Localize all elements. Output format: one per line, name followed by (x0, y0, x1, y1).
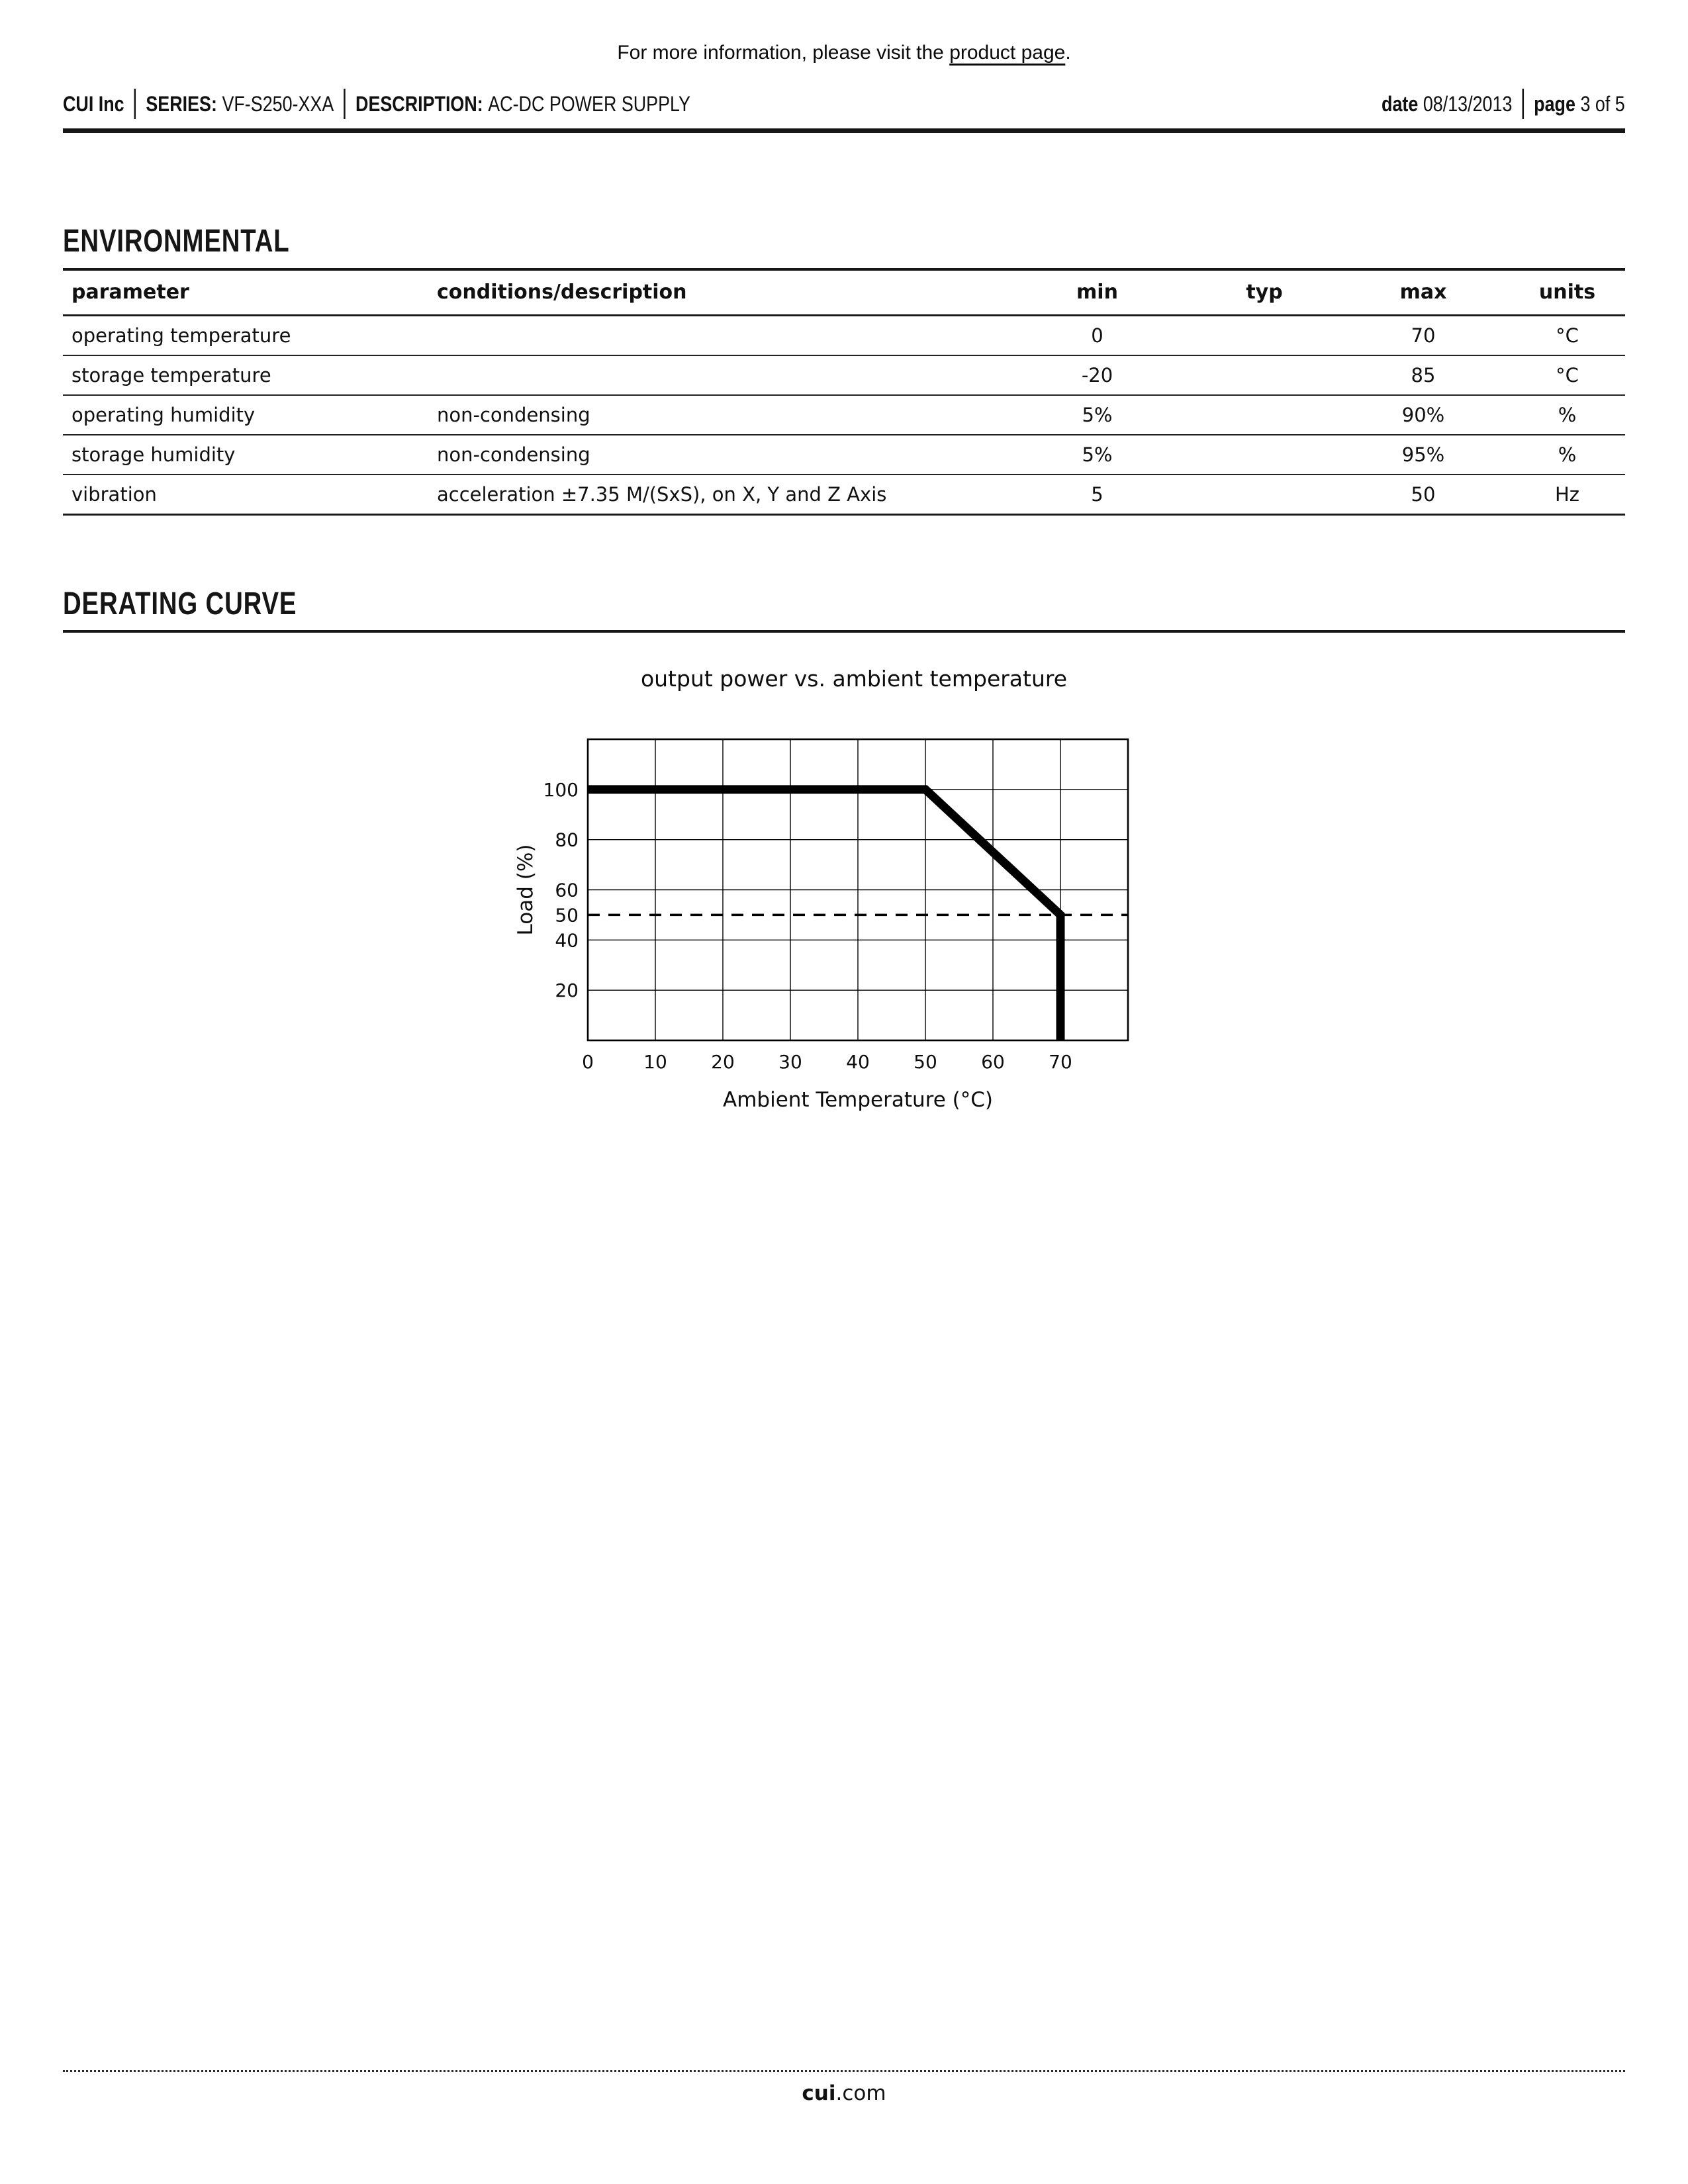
cell-parameter: storage temperature (71, 364, 271, 387)
cell-max: 50 (1411, 483, 1436, 506)
derating-title-rule (63, 630, 1625, 633)
y-tick-label: 50 (555, 904, 579, 926)
cell-min: 5% (1082, 443, 1113, 466)
info-line: For more information, please visit the p… (0, 0, 1688, 65)
table-row: storage temperature -20 85 °C (63, 356, 1625, 396)
x-tick-label: 60 (981, 1051, 1005, 1073)
brand-text: CUI Inc (63, 91, 124, 116)
footer-domain-bold: cui (802, 2081, 836, 2105)
product-page-link[interactable]: product page (949, 42, 1066, 64)
header-divider (1522, 89, 1524, 119)
column-header-max: max (1399, 281, 1447, 304)
cell-conditions: acceleration ±7.35 M/(SxS), on X, Y and … (437, 483, 887, 506)
table-row: storage humidity non-condensing 5% 95% % (63, 435, 1625, 475)
cell-typ (1192, 368, 1337, 383)
table-row: operating temperature 0 70 °C (63, 316, 1625, 356)
x-tick-label: 30 (778, 1051, 802, 1073)
x-tick-label: 20 (711, 1051, 735, 1073)
date-label: date (1382, 91, 1419, 116)
series-pair: SERIES: VF-S250-XXA (146, 92, 334, 116)
table-row: vibration acceleration ±7.35 M/(SxS), on… (63, 475, 1625, 516)
page-value: 3 of 5 (1580, 91, 1625, 116)
cell-parameter: operating temperature (71, 324, 291, 347)
environmental-table: parameter conditions/description min typ… (63, 271, 1625, 516)
cell-typ (1192, 328, 1337, 343)
series-label: SERIES: (146, 91, 217, 116)
cell-max: 90% (1401, 404, 1445, 426)
cell-typ (1192, 487, 1337, 502)
page-label: page (1534, 91, 1576, 116)
environmental-section: ENVIRONMENTAL parameter conditions/descr… (63, 224, 1625, 633)
x-tick-label: 10 (643, 1051, 667, 1073)
cell-typ (1192, 447, 1337, 462)
series-line (588, 785, 1065, 1040)
table-header-row: parameter conditions/description min typ… (63, 271, 1625, 316)
header-bar: CUI Inc SERIES: VF-S250-XXA DESCRIPTION:… (63, 87, 1625, 120)
y-tick-label: 80 (555, 829, 579, 851)
environmental-title-rule (63, 268, 1625, 271)
table-row: operating humidity non-condensing 5% 90%… (63, 396, 1625, 435)
cell-max: 85 (1411, 364, 1436, 387)
footer-divider: cui.com (63, 2070, 1625, 2105)
y-tick-label: 100 (543, 779, 579, 801)
cell-parameter: vibration (71, 483, 157, 506)
y-tick-label: 20 (555, 979, 579, 1001)
y-tick-label: 60 (555, 880, 579, 901)
description-pair: DESCRIPTION: AC-DC POWER SUPPLY (355, 92, 690, 116)
cell-conditions (437, 368, 1003, 383)
cell-units: % (1558, 443, 1577, 466)
cell-units: Hz (1554, 483, 1580, 506)
x-tick-label: 40 (846, 1051, 870, 1073)
x-tick-label: 0 (582, 1051, 594, 1073)
page-pair: page 3 of 5 (1534, 92, 1625, 116)
header-right-group: date 08/13/2013 page 3 of 5 (1382, 89, 1625, 119)
header-divider (344, 89, 346, 119)
footer-domain-rest: .com (835, 2081, 886, 2105)
cell-min: 0 (1091, 324, 1103, 347)
cell-units: % (1558, 404, 1577, 426)
section-title-derating: DERATING CURVE (63, 586, 297, 621)
cell-conditions: non-condensing (437, 404, 590, 426)
cell-min: 5% (1082, 404, 1113, 426)
header-divider (134, 89, 136, 119)
cell-units: °C (1556, 324, 1579, 347)
cell-conditions (437, 328, 1003, 343)
section-title-environmental: ENVIRONMENTAL (63, 224, 290, 259)
x-tick-label: 70 (1049, 1051, 1072, 1073)
cell-conditions: non-condensing (437, 443, 590, 466)
series-value: VF-S250-XXA (222, 91, 334, 116)
cell-typ (1192, 408, 1337, 422)
plot-border (586, 738, 1129, 1042)
date-value: 08/13/2013 (1423, 91, 1513, 116)
info-line-prefix: For more information, please visit the (617, 42, 950, 64)
chart-title: output power vs. ambient temperature (640, 666, 1068, 692)
header-left-group: CUI Inc SERIES: VF-S250-XXA DESCRIPTION:… (63, 89, 690, 119)
cell-parameter: storage humidity (71, 443, 236, 466)
column-header-parameter: parameter (71, 281, 189, 304)
cell-min: -20 (1081, 364, 1113, 387)
cell-max: 95% (1401, 443, 1445, 466)
x-axis-label: Ambient Temperature (°C) (723, 1088, 993, 1112)
cell-min: 5 (1091, 483, 1103, 506)
y-axis-label: Load (%) (514, 844, 538, 936)
derating-chart-block: output power vs. ambient temperature 0 10… (508, 666, 1131, 1113)
y-tick-label: 40 (555, 929, 579, 951)
column-header-min: min (1076, 281, 1118, 304)
description-label: DESCRIPTION: (355, 91, 483, 116)
x-tick-label: 50 (914, 1051, 937, 1073)
cell-parameter: operating humidity (71, 404, 256, 426)
cell-max: 70 (1411, 324, 1436, 347)
header-rule (63, 128, 1625, 133)
column-header-units: units (1538, 281, 1596, 304)
derating-chart-svg: 0 10 20 30 40 50 60 70 20 40 50 60 80 100 Ambient Temp… (514, 738, 1129, 1112)
column-header-typ: typ (1246, 281, 1283, 304)
cell-units: °C (1556, 364, 1579, 387)
column-header-conditions: conditions/description (437, 281, 687, 304)
date-pair: date 08/13/2013 (1382, 92, 1512, 116)
footer-domain: cui.com (63, 2081, 1625, 2105)
description-value: AC-DC POWER SUPPLY (488, 91, 690, 116)
info-line-suffix: . (1065, 42, 1071, 64)
